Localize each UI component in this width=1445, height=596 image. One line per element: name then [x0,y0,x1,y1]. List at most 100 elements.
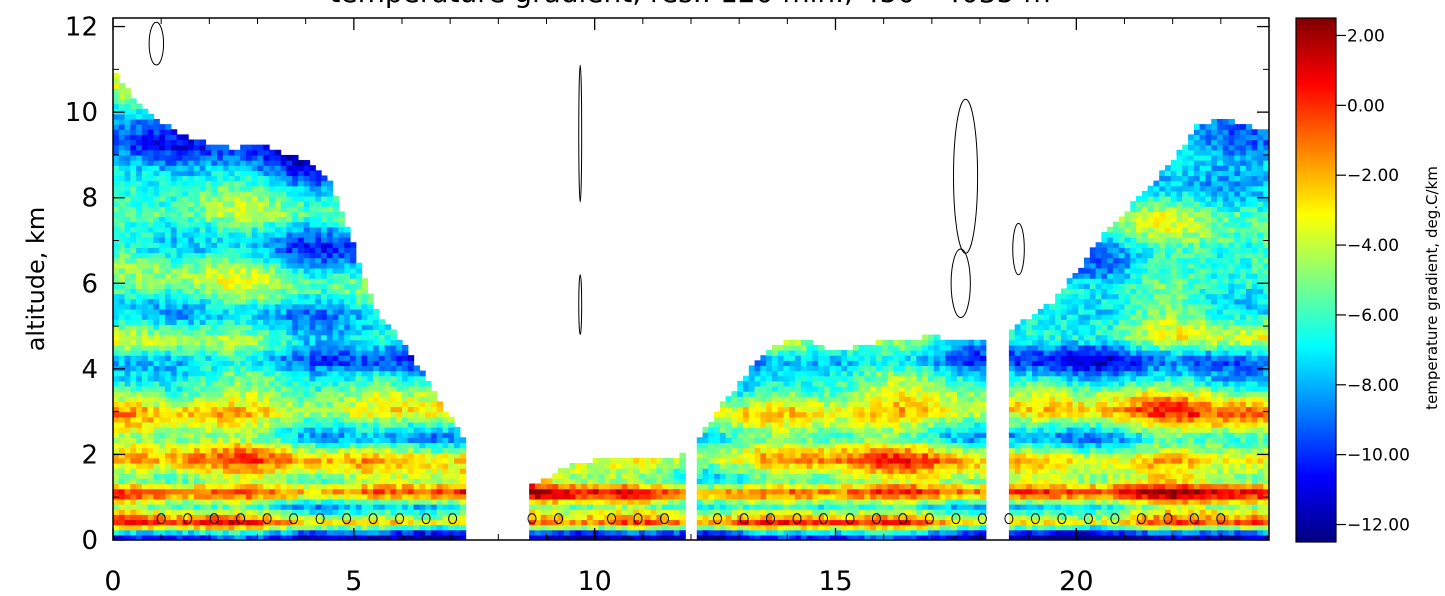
heatmap-cell [274,273,282,279]
heatmap-cell [315,190,322,197]
heatmap-cell [176,437,183,444]
heatmap-cell [176,216,183,223]
heatmap-cell [136,283,143,290]
heatmap-cell [159,262,166,269]
heatmap-cell [217,257,224,264]
heatmap-cell [373,375,380,382]
heatmap-cell [245,303,253,310]
heatmap-cell [367,452,374,459]
heatmap-cell [563,478,571,485]
heatmap-cell [147,252,155,259]
heatmap-cell [569,504,576,510]
heatmap-cell [136,493,143,500]
heatmap-cell [245,262,253,269]
heatmap-cell [384,483,392,490]
heatmap-cell [598,473,605,479]
heatmap-cell [147,483,155,490]
heatmap-cell [367,344,374,351]
heatmap-cell [251,195,259,202]
heatmap-cell [754,462,761,469]
heatmap-cell [165,324,172,331]
heatmap-cell [644,468,652,474]
heatmap-cell [124,170,131,177]
heatmap-cell [344,427,351,433]
heatmap-cell [407,462,415,469]
heatmap-cell [667,534,675,540]
heatmap-cell [124,108,131,115]
heatmap-cell [193,447,201,454]
heatmap-cell [240,504,247,510]
heatmap-cell [240,154,247,161]
heatmap-cell [170,498,178,505]
heatmap-cell [136,226,143,233]
heatmap-cell [159,437,166,444]
heatmap-cell [182,190,189,197]
heatmap-cell [199,247,207,254]
heatmap-cell [338,380,345,387]
heatmap-cell [251,473,259,479]
heatmap-cell [280,421,287,428]
heatmap-cell [176,165,183,171]
heatmap-cell [153,324,160,331]
heatmap-cell [373,478,380,485]
heatmap-cell [731,514,738,521]
heatmap-cell [136,360,143,367]
heatmap-cell [361,447,368,454]
heatmap-cell [205,447,212,454]
heatmap-cell [378,421,386,428]
heatmap-cell [147,504,155,510]
heatmap-cell [147,319,155,325]
heatmap-cell [309,452,316,459]
heatmap-cell [222,457,230,464]
heatmap-cell [228,201,235,207]
heatmap-cell [240,242,247,248]
heatmap-cell [124,437,131,444]
heatmap-cell [569,462,576,469]
heatmap-cell [361,514,368,521]
heatmap-cell [309,493,316,500]
heatmap-cell [292,401,299,408]
heatmap-cell [211,509,218,515]
heatmap-cell [297,524,305,531]
heatmap-cell [153,314,160,320]
heatmap-cell [419,380,426,387]
heatmap-cell [251,257,259,264]
heatmap-cell [615,483,623,490]
heatmap-cell [604,509,611,515]
heatmap-cell [413,514,420,521]
heatmap-cell [280,175,287,182]
heatmap-cell [349,534,357,540]
heatmap-cell [621,483,629,490]
heatmap-cell [702,447,709,454]
heatmap-cell [384,452,392,459]
heatmap-cell [789,462,796,469]
heatmap-cell [795,406,802,413]
heatmap-cell [280,190,287,197]
heatmap-cell [118,324,126,331]
heatmap-cell [326,180,334,187]
heatmap-cell [170,514,178,521]
heatmap-cell [315,504,322,510]
heatmap-cell [737,411,744,418]
heatmap-cell [141,365,149,372]
heatmap-cell [344,498,351,505]
heatmap-cell [188,493,195,500]
heatmap-cell [292,355,299,361]
heatmap-cell [338,519,345,526]
heatmap-cell [124,98,131,105]
heatmap-cell [436,519,444,526]
heatmap-cell [748,437,756,444]
heatmap-cell [731,396,738,402]
heatmap-cell [286,416,293,423]
heatmap-cell [338,283,345,290]
heatmap-cell [615,519,623,526]
heatmap-cell [113,103,120,110]
heatmap-cell [292,442,299,449]
heatmap-cell [563,529,571,536]
heatmap-cell [303,468,311,474]
heatmap-cell [228,324,235,331]
heatmap-cell [610,498,617,505]
heatmap-cell [118,124,126,130]
heatmap-cell [199,298,207,305]
heatmap-cell [136,308,143,315]
